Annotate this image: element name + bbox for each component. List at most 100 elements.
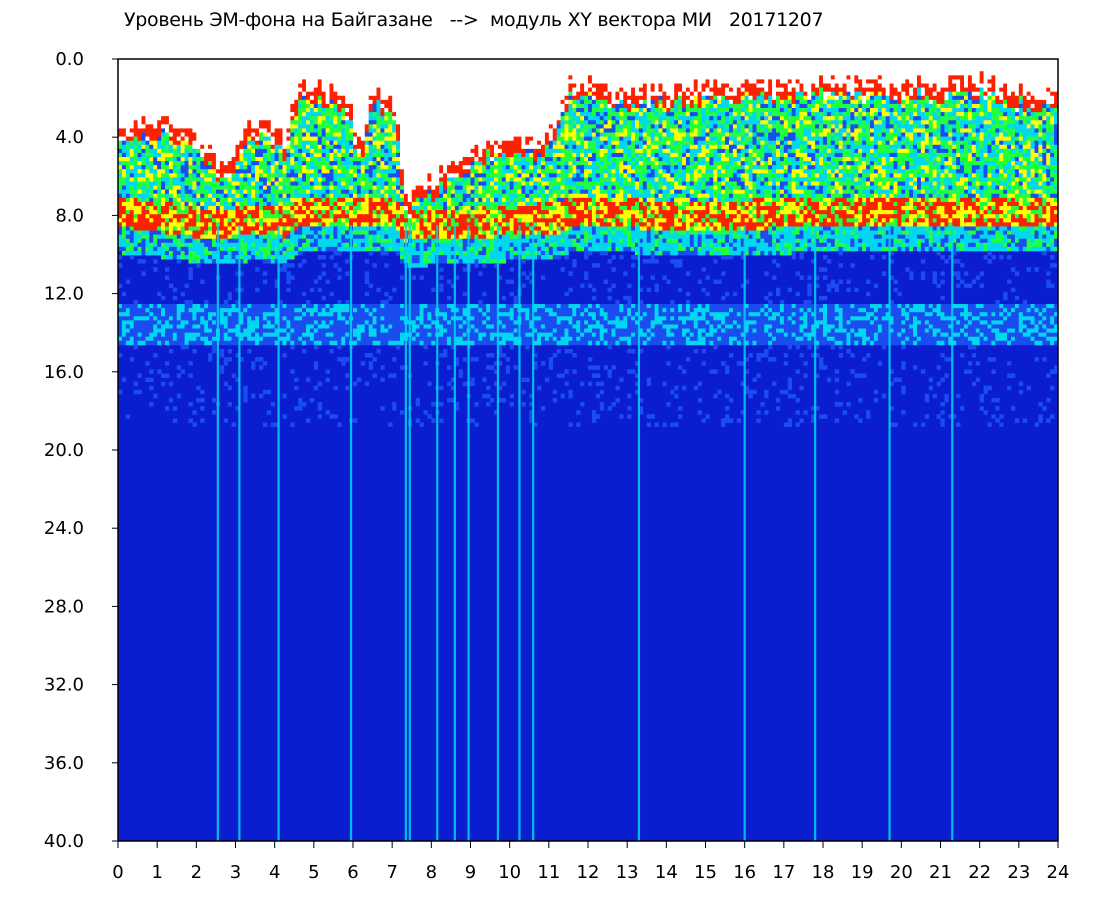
heatmap-cell <box>172 189 178 195</box>
heatmap-cell <box>411 59 417 64</box>
heatmap-cell <box>325 152 330 158</box>
heatmap-cell <box>157 75 162 80</box>
heatmap-cell <box>192 328 197 334</box>
heatmap-cell <box>392 402 397 407</box>
heatmap-cell <box>121 157 127 162</box>
heatmap-cell <box>419 332 424 338</box>
heatmap-cell <box>396 312 401 317</box>
heatmap-cell <box>188 173 193 178</box>
heatmap-cell <box>372 124 377 129</box>
heatmap-cell <box>168 381 174 387</box>
heatmap-cell <box>309 397 315 403</box>
heatmap-cell <box>325 59 330 64</box>
heatmap-cell <box>192 181 197 186</box>
heatmap-cell <box>294 197 299 203</box>
heatmap-cell <box>298 218 303 223</box>
heatmap-cell <box>290 148 295 154</box>
heatmap-cell <box>118 120 123 125</box>
heatmap-cell <box>153 308 158 313</box>
heatmap-cell <box>165 157 170 162</box>
heatmap-cell <box>290 344 295 350</box>
heatmap-cell <box>388 332 393 338</box>
heatmap-cell <box>153 144 158 150</box>
heatmap-cell <box>306 185 311 191</box>
heatmap-cell <box>313 193 319 199</box>
heatmap-cell <box>227 71 232 76</box>
heatmap-cell <box>309 165 315 170</box>
heatmap-cell <box>180 140 185 146</box>
heatmap-cell <box>255 99 260 105</box>
heatmap-cell <box>165 255 170 260</box>
heatmap-cell <box>208 193 213 199</box>
heatmap-cell <box>431 148 436 154</box>
heatmap-cell <box>392 144 397 150</box>
heatmap-cell <box>239 87 244 93</box>
heatmap-cell <box>396 148 401 154</box>
heatmap-cell <box>333 230 338 235</box>
heatmap-cell <box>192 157 197 162</box>
heatmap-cell <box>133 197 138 203</box>
heatmap-cell <box>309 230 315 235</box>
heatmap-cell <box>133 59 138 64</box>
heatmap-cell <box>360 108 366 113</box>
heatmap-cell <box>372 136 377 142</box>
heatmap-cell <box>161 99 166 105</box>
heatmap-cell <box>118 95 123 101</box>
heatmap-cell <box>356 238 362 244</box>
heatmap-cell <box>176 259 182 264</box>
heatmap-cell <box>325 116 330 121</box>
heatmap-cell <box>180 132 185 137</box>
heatmap-cell <box>208 238 213 244</box>
heatmap-cell <box>212 116 217 121</box>
heatmap-cell <box>180 328 185 334</box>
heatmap-cell <box>317 116 323 121</box>
heatmap-cell <box>419 234 424 240</box>
heatmap-cell <box>309 316 315 321</box>
heatmap-cell <box>333 340 338 346</box>
heatmap-cell <box>184 308 189 313</box>
heatmap-cell <box>325 340 330 346</box>
heatmap-cell <box>270 312 276 317</box>
heatmap-cell <box>368 304 373 309</box>
heatmap-cell <box>227 120 232 125</box>
heatmap-cell <box>145 140 150 146</box>
heatmap-cell <box>415 263 420 268</box>
heatmap-cell <box>172 340 178 346</box>
heatmap-cell <box>172 71 178 76</box>
heatmap-cell <box>212 222 217 227</box>
heatmap-cell <box>239 250 244 256</box>
heatmap-cell <box>212 99 217 105</box>
heatmap-cell <box>380 328 385 334</box>
heatmap-cell <box>262 328 268 334</box>
heatmap-cell <box>161 206 166 211</box>
heatmap-cell <box>188 210 193 215</box>
heatmap-cell <box>294 320 299 325</box>
heatmap-cell <box>321 128 326 133</box>
heatmap-cell <box>255 144 260 150</box>
heatmap-cell <box>184 210 189 215</box>
heatmap-cell <box>360 332 366 338</box>
heatmap-cell <box>121 189 127 195</box>
heatmap-cell <box>392 328 397 334</box>
heatmap-cell <box>212 230 217 235</box>
heatmap-cell <box>364 181 370 186</box>
heatmap-cell <box>345 242 350 248</box>
heatmap-cell <box>333 91 338 97</box>
heatmap-cell <box>407 83 413 88</box>
heatmap-cell <box>215 201 221 207</box>
heatmap-cell <box>247 91 252 97</box>
heatmap-cell <box>403 210 409 215</box>
heatmap-cell <box>282 214 287 219</box>
heatmap-cell <box>168 103 174 109</box>
heatmap-cell <box>282 197 287 203</box>
heatmap-cell <box>184 218 189 223</box>
heatmap-cell <box>321 169 326 174</box>
heatmap-cell <box>176 83 182 88</box>
heatmap-cell <box>415 148 420 154</box>
heatmap-cell <box>317 222 323 227</box>
heatmap-cell <box>212 83 217 88</box>
heatmap-cell <box>141 99 146 105</box>
heatmap-cell <box>411 79 417 84</box>
heatmap-cell <box>133 320 138 325</box>
heatmap-cell <box>423 136 428 142</box>
